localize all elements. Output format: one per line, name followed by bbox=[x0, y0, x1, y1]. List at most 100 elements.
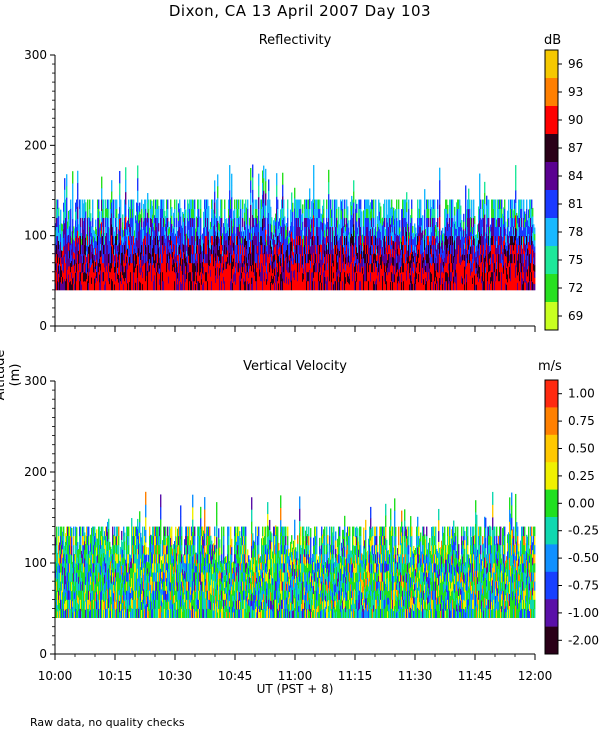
echo-cell bbox=[453, 235, 455, 243]
echo-cell bbox=[446, 226, 448, 237]
echo-cell bbox=[175, 256, 177, 263]
echo-cell bbox=[380, 248, 382, 257]
echo-cell bbox=[269, 217, 271, 228]
echo-cell bbox=[473, 217, 475, 228]
echo-cell bbox=[468, 188, 470, 200]
echo-cell bbox=[468, 249, 470, 260]
echo-cell bbox=[432, 217, 434, 228]
echo-cell bbox=[450, 262, 452, 273]
echo-cell bbox=[461, 268, 463, 277]
echo-cell bbox=[97, 226, 99, 237]
echo-cell bbox=[403, 280, 405, 291]
echo-cell bbox=[375, 262, 377, 273]
echo-cell bbox=[429, 284, 431, 291]
echo-cell bbox=[197, 271, 199, 282]
echo-cell bbox=[451, 217, 453, 228]
echo-cell bbox=[172, 245, 174, 253]
echo-cell bbox=[481, 254, 483, 263]
echo-cell bbox=[475, 262, 477, 269]
echo-cell bbox=[170, 217, 172, 228]
echo-cell bbox=[101, 278, 103, 291]
echo-cell bbox=[454, 240, 456, 249]
echo-cell bbox=[498, 271, 500, 282]
echo-cell bbox=[194, 271, 196, 282]
echo-cell bbox=[92, 199, 94, 209]
echo-cell bbox=[371, 208, 373, 218]
echo-cell bbox=[79, 271, 81, 282]
echo-cell bbox=[503, 207, 505, 216]
echo-cell bbox=[181, 264, 183, 271]
echo-cell bbox=[103, 253, 105, 264]
echo-cell bbox=[285, 270, 287, 278]
echo-cell bbox=[90, 213, 92, 222]
echo-cell bbox=[399, 254, 401, 263]
echo-cell bbox=[266, 278, 268, 285]
echo-cell bbox=[494, 217, 496, 228]
echo-cell bbox=[155, 208, 157, 218]
echo-cell bbox=[96, 234, 98, 242]
echo-cell bbox=[511, 208, 513, 218]
echo-cell bbox=[258, 255, 260, 268]
echo-cell bbox=[150, 271, 152, 282]
echo-cell bbox=[79, 199, 81, 209]
echo-cell bbox=[421, 268, 423, 276]
echo-cell bbox=[187, 271, 189, 282]
echo-cell bbox=[314, 217, 316, 228]
echo-cell bbox=[472, 233, 474, 241]
echo-cell bbox=[192, 253, 194, 264]
echo-cell bbox=[324, 276, 326, 284]
echo-cell bbox=[455, 248, 457, 257]
echo-cell bbox=[221, 226, 223, 237]
echo-cell bbox=[481, 282, 483, 291]
echo-cell bbox=[59, 283, 61, 291]
echo-cell bbox=[299, 262, 301, 273]
echo-cell bbox=[141, 226, 143, 237]
echo-cell bbox=[130, 235, 132, 246]
echo-cell bbox=[434, 280, 436, 291]
echo-cell bbox=[492, 226, 494, 237]
echo-cell bbox=[148, 226, 150, 237]
echo-cell bbox=[485, 278, 487, 285]
echo-cell bbox=[393, 248, 395, 258]
echo-cell bbox=[181, 251, 183, 259]
echo-cell bbox=[211, 208, 213, 218]
echo-cell bbox=[180, 273, 182, 283]
echo-cell bbox=[216, 244, 218, 255]
echo-cell bbox=[396, 244, 398, 255]
echo-cell bbox=[55, 577, 57, 586]
echo-cell bbox=[243, 278, 245, 285]
echo-cell bbox=[429, 241, 431, 247]
echo-cell bbox=[92, 271, 94, 282]
echo-cell bbox=[511, 280, 513, 291]
echo-cell bbox=[193, 280, 195, 291]
echo-cell bbox=[349, 272, 351, 279]
echo-cell bbox=[525, 267, 527, 276]
echo-cell bbox=[205, 199, 207, 209]
echo-cell bbox=[187, 253, 189, 264]
echo-cell bbox=[382, 261, 384, 269]
echo-cell bbox=[352, 217, 354, 228]
echo-cell bbox=[407, 276, 409, 284]
echo-cell bbox=[283, 280, 285, 291]
echo-cell bbox=[345, 257, 347, 265]
echo-cell bbox=[521, 253, 523, 264]
echo-cell bbox=[452, 199, 454, 209]
echo-cell bbox=[391, 217, 393, 228]
echo-cell bbox=[117, 261, 119, 268]
echo-cell bbox=[335, 226, 337, 237]
echo-cell bbox=[298, 253, 300, 264]
echo-cell bbox=[214, 191, 216, 203]
echo-cell bbox=[178, 203, 180, 213]
echo-cell bbox=[64, 234, 66, 246]
echo-cell bbox=[56, 608, 58, 618]
echo-cell bbox=[224, 208, 226, 218]
echo-cell bbox=[435, 257, 437, 265]
echo-cell bbox=[456, 272, 458, 282]
echo-cell bbox=[221, 271, 223, 282]
echo-cell bbox=[93, 277, 95, 285]
echo-cell bbox=[438, 278, 440, 285]
echo-cell bbox=[515, 252, 517, 266]
echo-cell bbox=[64, 581, 66, 590]
echo-cell bbox=[196, 275, 198, 283]
echo-cell bbox=[388, 271, 390, 282]
